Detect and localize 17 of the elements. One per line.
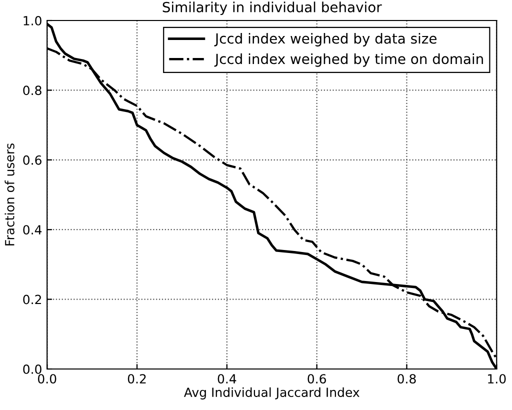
x-tick-label: 0.2 [128,374,146,384]
x-tick-label: 0.4 [218,374,236,384]
chart-title: Similarity in individual behavior [162,2,382,16]
legend-label: Jccd index weighed by data size [214,33,436,46]
y-tick-label: 0.4 [23,225,42,235]
x-tick-label: 0.6 [308,374,326,384]
legend-label: Jccd index weighed by time on domain [214,53,483,67]
y-tick-label: 0.0 [23,364,42,374]
y-tick-label: 0.8 [23,86,42,96]
x-tick-label: 0.0 [38,374,56,384]
x-tick-label: 0.8 [398,374,416,384]
x-tick-label: 1.0 [488,374,506,384]
y-tick-label: 1.0 [24,16,42,26]
x-axis-title: Avg Individual Jaccard Index [184,387,360,400]
y-axis-title: Fraction of users [4,144,14,246]
y-tick-label: 0.6 [23,155,42,165]
y-tick-label: 0.2 [23,294,41,304]
